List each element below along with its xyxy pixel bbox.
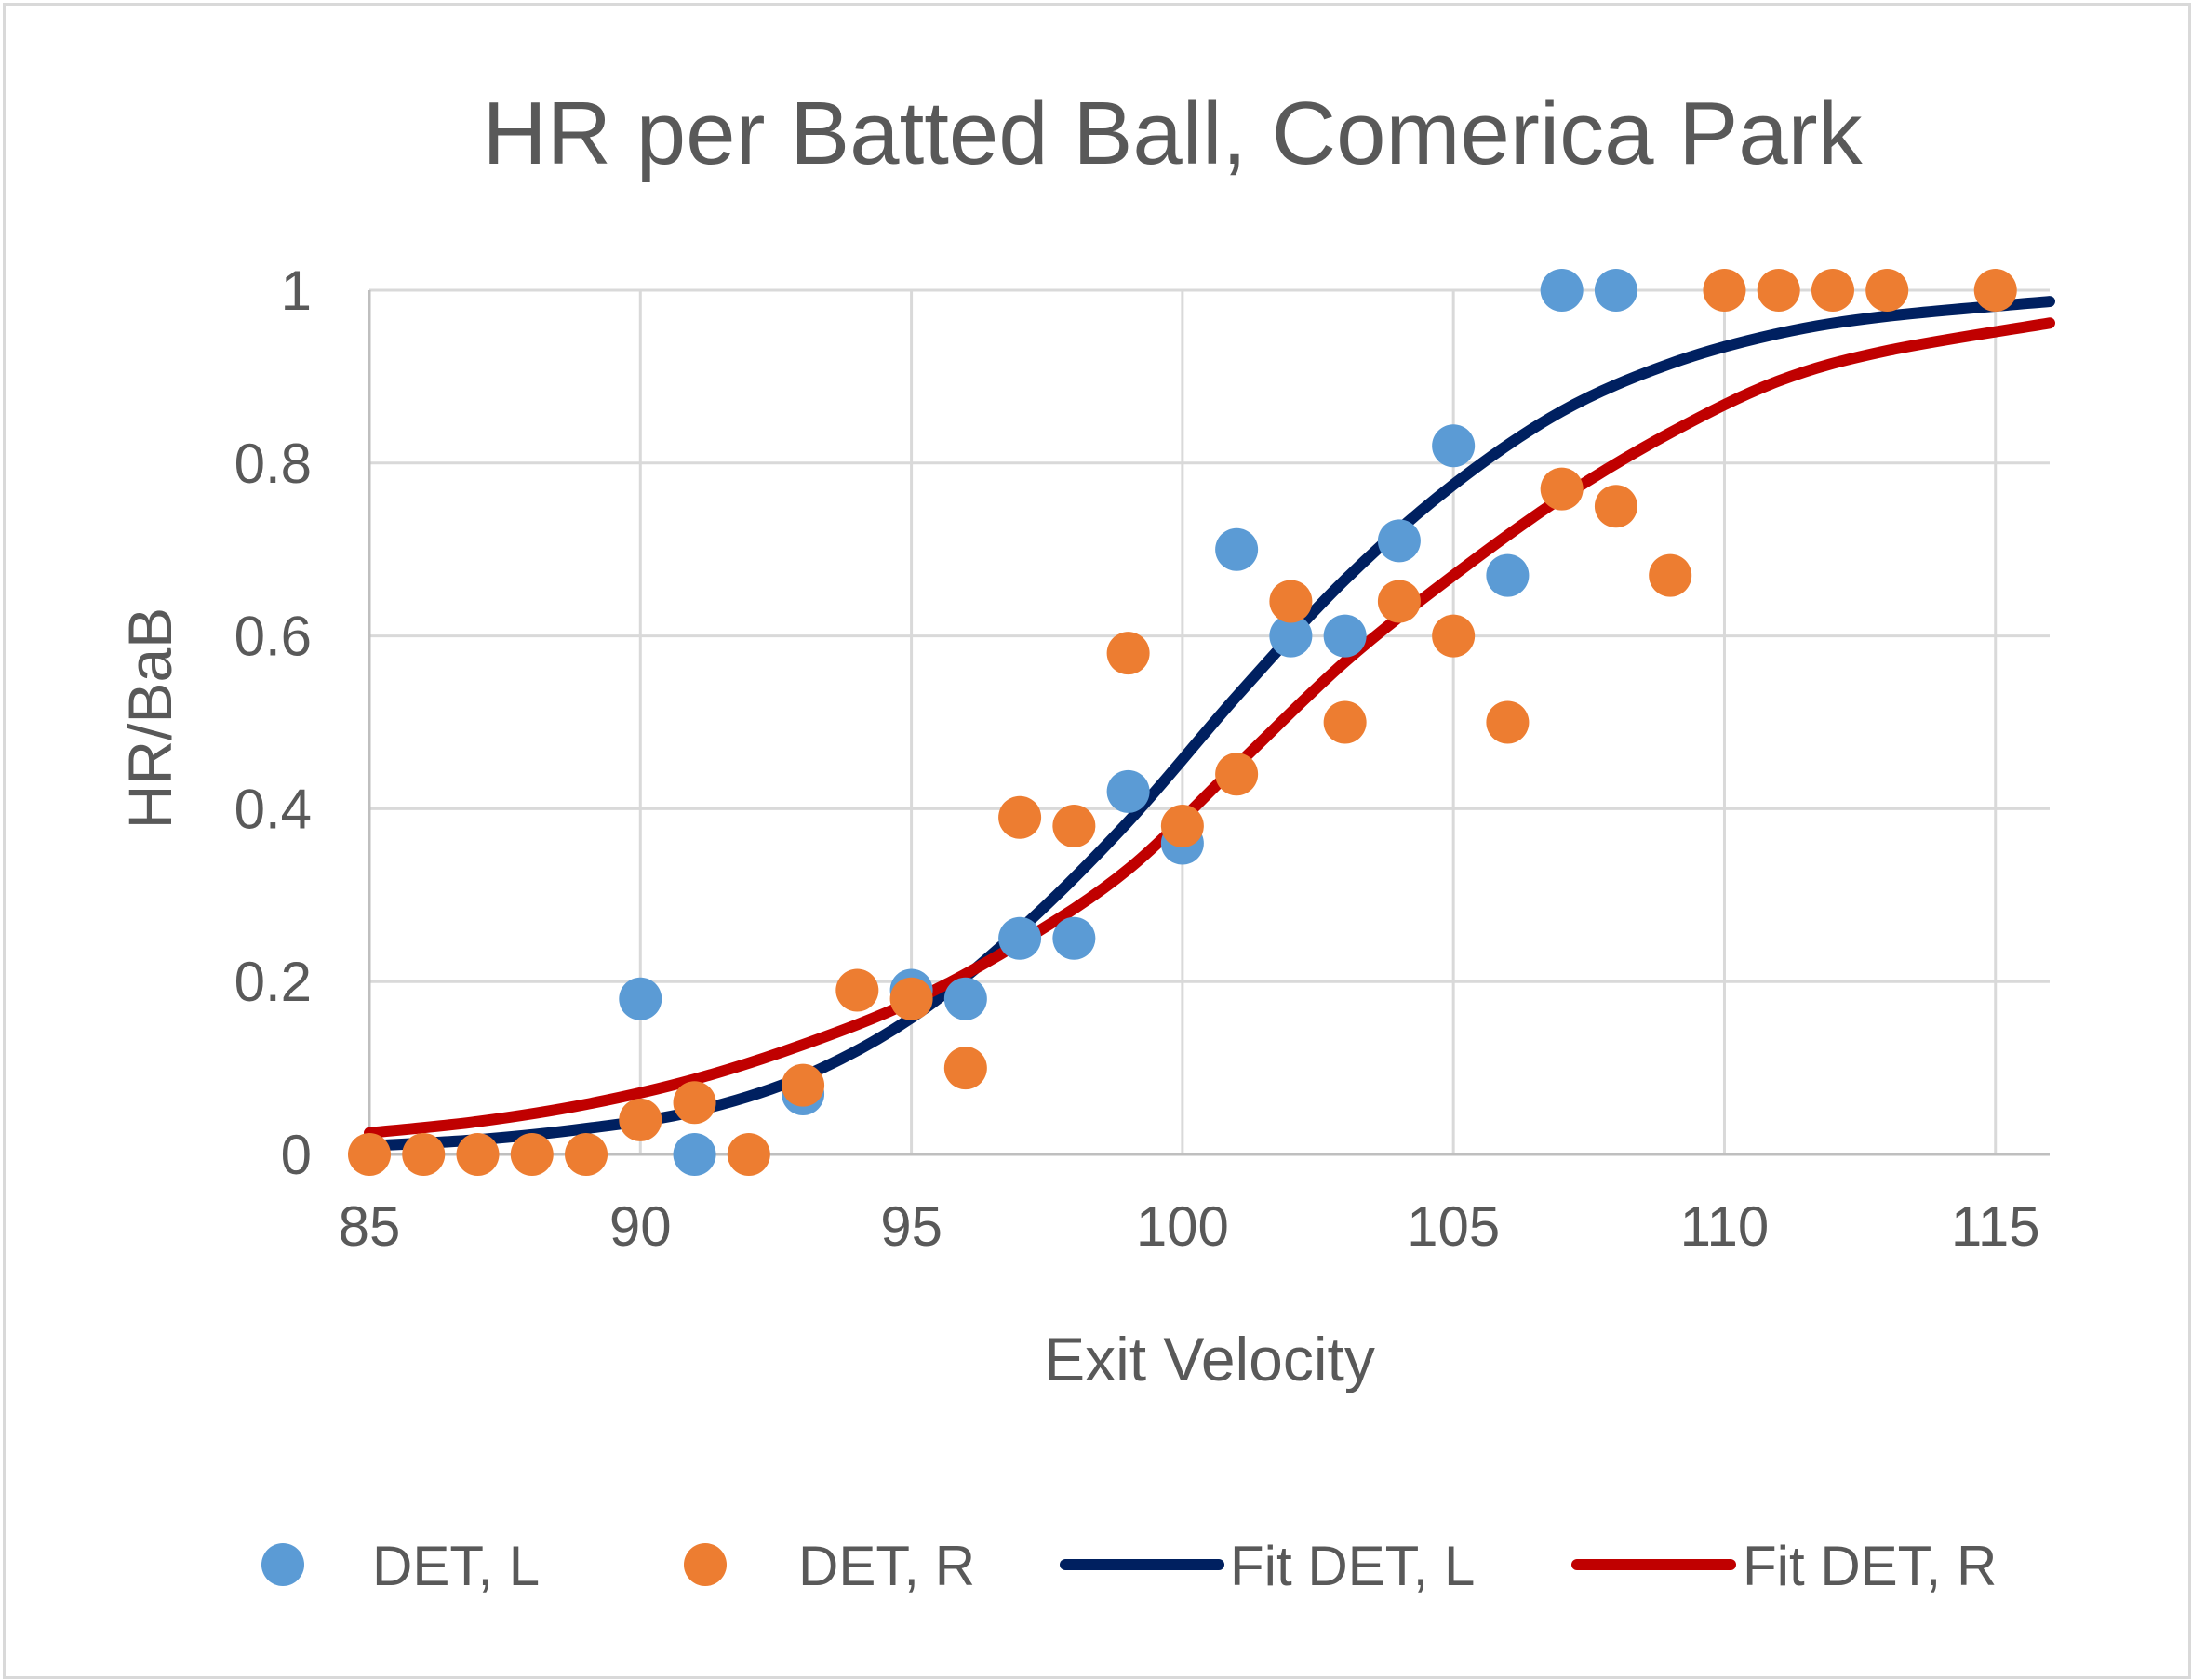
legend-label-fit-det-r: Fit DET, R: [1743, 1535, 1997, 1597]
point-det-l: [1377, 519, 1421, 563]
point-det-r: [1432, 614, 1476, 658]
point-det-r: [510, 1133, 554, 1176]
legend: DET, L DET, R Fit DET, L Fit DET, R: [261, 1535, 1997, 1597]
point-det-r: [835, 968, 879, 1012]
point-det-r: [1269, 580, 1313, 623]
point-det-r: [456, 1133, 500, 1176]
point-det-r: [1486, 700, 1530, 744]
data-points: [348, 269, 2017, 1176]
point-det-r: [673, 1081, 716, 1125]
point-det-l: [1052, 916, 1096, 960]
point-det-l: [998, 916, 1042, 960]
x-tick-label: 115: [1951, 1195, 2040, 1258]
point-det-r: [727, 1133, 770, 1176]
x-tick-label: 90: [609, 1195, 672, 1258]
point-det-l: [1486, 553, 1530, 597]
fit-line-fit-det-l: [364, 296, 2055, 1152]
point-det-r: [1215, 753, 1259, 796]
point-det-r: [1973, 269, 2017, 312]
point-det-r: [1540, 467, 1584, 511]
legend-marker-det-r: [684, 1543, 727, 1586]
y-tick-label: 0.6: [234, 606, 312, 668]
x-tick-label: 100: [1136, 1195, 1229, 1258]
point-det-l: [943, 977, 987, 1020]
point-det-l: [1432, 424, 1476, 468]
point-det-r: [1649, 553, 1692, 597]
point-det-r: [619, 1098, 662, 1141]
point-det-r: [1703, 269, 1746, 312]
point-det-l: [1215, 527, 1259, 571]
point-det-l: [673, 1133, 716, 1176]
point-det-l: [1106, 769, 1150, 813]
y-axis-title: HR/BaB: [115, 607, 184, 829]
point-det-r: [889, 977, 933, 1020]
y-tick-label: 0.2: [234, 951, 312, 1013]
axes: [368, 290, 2050, 1156]
point-det-r: [1865, 269, 1909, 312]
fit-lines: [364, 296, 2055, 1152]
point-det-r: [782, 1063, 825, 1107]
point-det-r: [565, 1133, 608, 1176]
fit-line-fit-det-r: [364, 317, 2055, 1139]
point-det-r: [1757, 269, 1800, 312]
x-tick-label: 85: [339, 1195, 401, 1258]
y-tick-label: 0.8: [234, 433, 312, 495]
point-det-r: [1377, 580, 1421, 623]
legend-label-det-l: DET, L: [372, 1535, 540, 1597]
x-axis-title: Exit Velocity: [1044, 1325, 1375, 1393]
y-tick-label: 1: [281, 260, 312, 322]
point-det-r: [402, 1133, 446, 1176]
x-tick-label: 105: [1407, 1195, 1500, 1258]
point-det-r: [943, 1047, 987, 1090]
chart-title: HR per Batted Ball, Comerica Park: [482, 84, 1863, 183]
x-tick-label: 110: [1680, 1195, 1770, 1258]
legend-label-fit-det-l: Fit DET, L: [1230, 1535, 1475, 1597]
point-det-r: [998, 795, 1042, 839]
point-det-r: [1323, 700, 1367, 744]
point-det-l: [1540, 269, 1584, 312]
point-det-r: [348, 1133, 391, 1176]
legend-label-det-r: DET, R: [798, 1535, 975, 1597]
tick-labels: 85 90 95 100 105 110 115 0 0.2 0.4 0.6 0.8 1: [234, 260, 2040, 1258]
point-det-r: [1811, 269, 1854, 312]
point-det-r: [1106, 632, 1150, 675]
point-det-r: [1160, 804, 1204, 847]
point-det-l: [1594, 269, 1637, 312]
point-det-r: [1594, 485, 1637, 528]
point-det-r: [1052, 804, 1096, 847]
point-det-l: [1269, 614, 1313, 658]
y-tick-label: 0.4: [234, 778, 312, 840]
y-tick-label: 0: [281, 1124, 312, 1186]
point-det-l: [1323, 614, 1367, 658]
legend-marker-det-l: [261, 1543, 304, 1586]
x-tick-label: 95: [880, 1195, 942, 1258]
point-det-l: [619, 977, 662, 1020]
